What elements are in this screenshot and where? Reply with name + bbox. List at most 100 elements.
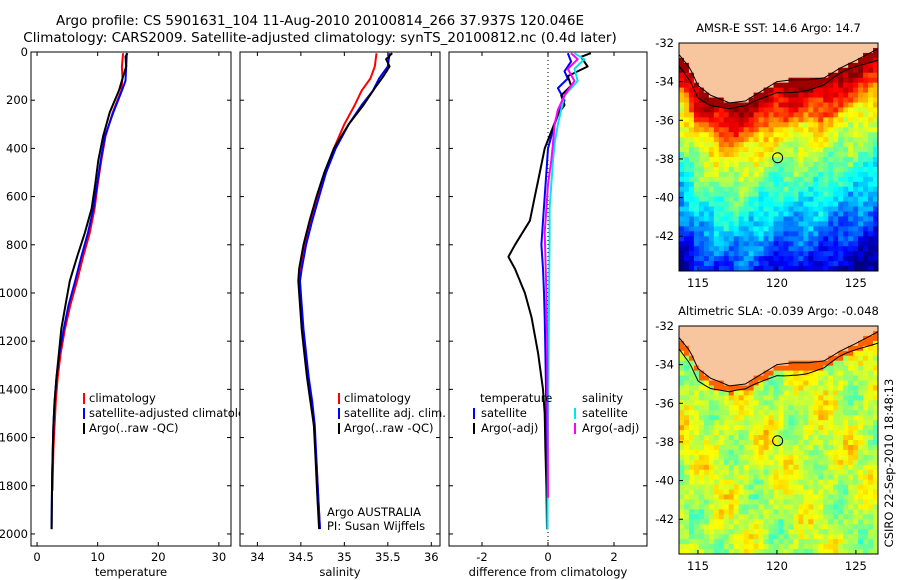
map-cell — [733, 266, 740, 271]
map-cell — [788, 494, 795, 501]
map-cell — [818, 459, 824, 466]
map-cell — [718, 519, 725, 525]
map-cell — [808, 380, 814, 387]
map-cell — [873, 370, 878, 377]
map-cell — [728, 43, 735, 49]
map-cell — [873, 355, 878, 362]
map-cell — [873, 261, 878, 267]
map-cell — [868, 147, 874, 153]
map-cell — [813, 464, 819, 471]
map-cell — [748, 236, 755, 242]
map-cell — [828, 469, 834, 476]
map-cell — [763, 206, 770, 213]
map-cell — [718, 494, 725, 501]
map-cell — [688, 47, 695, 54]
map-cell — [758, 544, 765, 550]
map-cell — [733, 147, 740, 153]
map-cell — [813, 47, 819, 54]
map-x-tick-label: 120 — [766, 559, 788, 573]
map-cell — [873, 544, 878, 550]
map-cell — [848, 459, 854, 466]
map-cell — [778, 355, 785, 362]
map-cell — [838, 395, 844, 401]
map-cell — [683, 390, 690, 396]
map-cell — [863, 67, 869, 74]
map-cell — [783, 534, 790, 540]
map-cell — [788, 504, 795, 510]
y-tick-label: 2000 — [0, 527, 28, 541]
map-cell — [868, 226, 874, 232]
map-cell — [773, 509, 780, 515]
map-cell — [683, 454, 690, 461]
map-cell — [758, 251, 765, 257]
map-cell — [713, 241, 720, 247]
map-cell — [858, 256, 864, 262]
map-cell — [823, 236, 829, 242]
map-cell — [868, 380, 874, 387]
map-cell — [798, 405, 804, 411]
map-cell — [828, 221, 834, 227]
map-cell — [713, 529, 720, 535]
map-cell — [823, 112, 829, 118]
map-cell — [773, 206, 780, 213]
map-cell — [679, 72, 685, 79]
map-cell — [683, 266, 690, 271]
map-cell — [718, 181, 725, 188]
map-cell — [828, 335, 834, 342]
map-cell — [728, 171, 735, 178]
map-cell — [758, 152, 765, 158]
map-cell — [713, 390, 720, 396]
map-cell — [838, 142, 844, 148]
map-cell — [723, 469, 730, 476]
map-cell — [733, 52, 740, 59]
map-cell — [778, 181, 785, 188]
map-cell — [723, 430, 730, 436]
map-cell — [788, 186, 795, 193]
map-cell — [738, 266, 745, 271]
map-cell — [853, 236, 859, 242]
map-cell — [708, 57, 715, 64]
map-cell — [768, 221, 775, 227]
map-cell — [738, 147, 745, 153]
map-cell — [783, 395, 790, 401]
map-cell — [738, 166, 745, 173]
map-cell — [793, 157, 799, 163]
map-cell — [793, 241, 799, 247]
map-cell — [693, 221, 700, 227]
map-cell — [803, 484, 809, 491]
map-cell — [853, 246, 859, 252]
map-cell — [803, 499, 809, 506]
map-cell — [743, 211, 750, 218]
map-cell — [768, 43, 775, 49]
map-cell — [778, 350, 785, 357]
map-cell — [679, 196, 685, 203]
map-cell — [718, 335, 725, 342]
map-cell — [768, 390, 775, 396]
map-cell — [683, 176, 690, 183]
map-y-tick-label: -32 — [655, 319, 674, 333]
map-cell — [868, 365, 874, 372]
map-cell — [728, 326, 735, 332]
map-cell — [798, 435, 804, 441]
map-cell — [758, 345, 765, 352]
map-cell — [728, 132, 735, 138]
map-cell — [733, 246, 740, 252]
series-line-temperature-argo-adj- — [507, 52, 592, 530]
map-cell — [868, 236, 874, 242]
map-cell — [858, 152, 864, 158]
map-cell — [828, 226, 834, 232]
map-cell — [679, 82, 685, 89]
map-cell — [748, 112, 755, 118]
map-cell — [753, 82, 760, 89]
map-y-tick-label: -38 — [655, 435, 674, 449]
map-cell — [818, 385, 824, 392]
map-cell — [848, 87, 854, 94]
map-cell — [778, 142, 785, 148]
map-cell — [768, 370, 775, 377]
map-cell — [703, 127, 710, 133]
map-cell — [848, 102, 854, 109]
map-cell — [868, 494, 874, 501]
map-cell — [683, 330, 690, 337]
map-cell — [793, 122, 799, 128]
map-cell — [688, 117, 695, 123]
